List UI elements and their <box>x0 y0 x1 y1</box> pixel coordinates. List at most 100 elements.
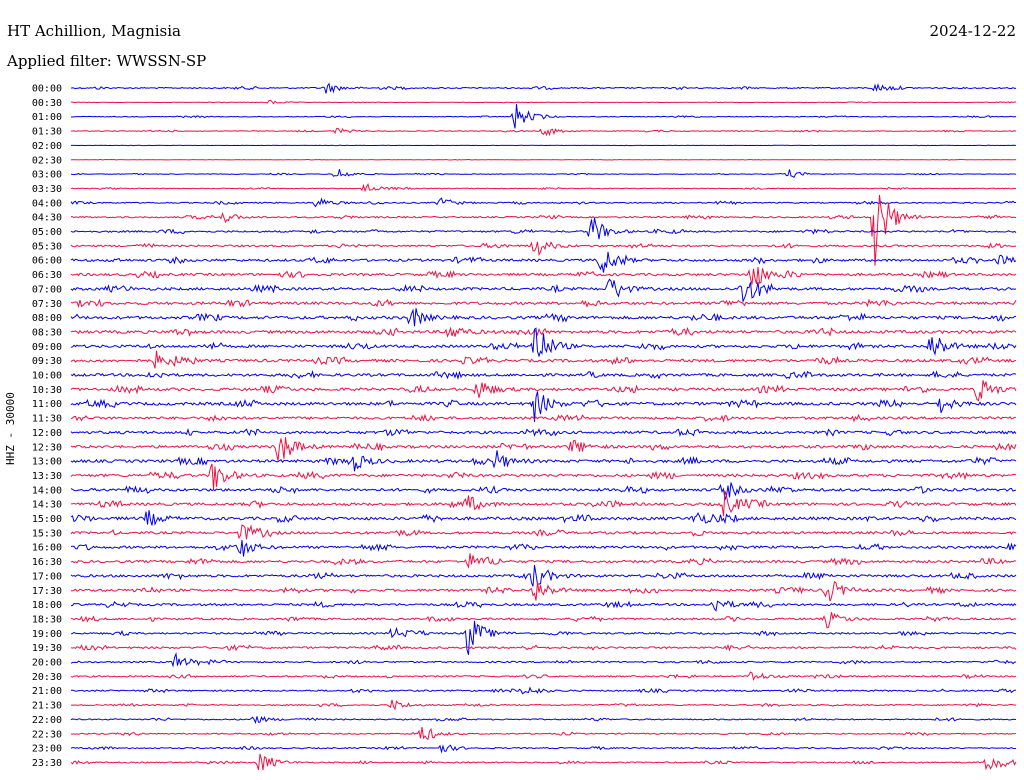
row-time-label: 05:00 <box>32 227 62 238</box>
row-time-label: 10:30 <box>32 385 62 396</box>
row-time-label: 06:00 <box>32 256 62 267</box>
trace-line <box>70 580 1017 602</box>
trace-line <box>70 82 1017 94</box>
row-time-label: 07:00 <box>32 284 62 295</box>
row-time-label: 00:00 <box>32 84 62 95</box>
row-time-label: 15:30 <box>32 528 62 539</box>
trace-line <box>70 620 1017 656</box>
trace-line <box>70 169 1017 179</box>
row-time-label: 08:00 <box>32 313 62 324</box>
row-time-label: 06:30 <box>32 270 62 281</box>
trace-line <box>70 671 1017 682</box>
row-time-label: 21:00 <box>32 686 62 697</box>
row-time-label: 01:30 <box>32 127 62 138</box>
row-time-label: 18:30 <box>32 614 62 625</box>
row-time-label: 18:00 <box>32 600 62 611</box>
trace-line <box>70 267 1017 285</box>
trace-line <box>70 380 1017 402</box>
row-time-label: 13:00 <box>32 457 62 468</box>
trace-line <box>70 564 1017 587</box>
trace-line <box>70 715 1017 724</box>
trace-line <box>70 350 1017 369</box>
trace-line <box>70 369 1017 381</box>
row-time-label: 02:00 <box>32 141 62 152</box>
trace-line <box>70 644 1017 652</box>
trace-line <box>70 553 1017 569</box>
row-time-label: 17:00 <box>32 571 62 582</box>
trace-line <box>70 753 1017 771</box>
row-time-label: 20:30 <box>32 672 62 683</box>
trace-line <box>70 99 1017 105</box>
trace-line <box>70 104 1017 129</box>
row-time-label: 19:30 <box>32 643 62 654</box>
row-time-label: 22:00 <box>32 715 62 726</box>
row-time-label: 21:30 <box>32 701 62 712</box>
trace-line <box>70 482 1017 501</box>
row-time-label: 09:30 <box>32 356 62 367</box>
trace-line <box>70 182 1017 193</box>
trace-line <box>70 686 1017 695</box>
row-time-label: 20:00 <box>32 658 62 669</box>
row-time-label: 09:00 <box>32 342 62 353</box>
time-tick-labels: 00:00 00:30 01:00 01:30 02:00 02:30 03:00 03:30… <box>32 84 62 769</box>
row-time-label: 07:30 <box>32 299 62 310</box>
trace-line <box>70 197 1017 208</box>
row-time-label: 16:30 <box>32 557 62 568</box>
trace-line <box>70 524 1017 540</box>
row-time-label: 03:00 <box>32 170 62 181</box>
trace-line <box>70 437 1017 461</box>
trace-line <box>70 699 1017 711</box>
trace-line <box>70 217 1017 240</box>
row-time-label: 02:30 <box>32 155 62 166</box>
trace-line <box>70 651 1017 668</box>
station-title: HT Achillion, Magnisia <box>7 22 181 40</box>
trace-line <box>70 308 1017 327</box>
row-time-label: 16:00 <box>32 543 62 554</box>
trace-line <box>70 278 1017 304</box>
trace-line <box>70 144 1017 147</box>
filter-label: Applied filter: WWSSN-SP <box>7 52 207 70</box>
row-time-label: 19:00 <box>32 629 62 640</box>
trace-line <box>70 727 1017 741</box>
row-time-label: 05:30 <box>32 241 62 252</box>
trace-line <box>70 194 1017 266</box>
row-time-label: 04:30 <box>32 213 62 224</box>
seismic-traces <box>70 82 1017 771</box>
row-time-label: 17:30 <box>32 586 62 597</box>
row-time-label: 12:30 <box>32 442 62 453</box>
row-time-label: 23:00 <box>32 744 62 755</box>
trace-line <box>70 450 1017 472</box>
trace-line <box>70 127 1017 137</box>
trace-line <box>70 427 1017 437</box>
trace-line <box>70 327 1017 358</box>
trace-line <box>70 612 1017 629</box>
row-time-label: 15:00 <box>32 514 62 525</box>
trace-line <box>70 744 1017 754</box>
row-time-label: 12:00 <box>32 428 62 439</box>
row-time-label: 23:30 <box>32 758 62 769</box>
trace-line <box>70 510 1017 526</box>
row-time-label: 00:30 <box>32 98 62 109</box>
row-time-label: 22:30 <box>32 729 62 740</box>
row-time-label: 14:00 <box>32 485 62 496</box>
date-label: 2024-12-22 <box>929 22 1016 40</box>
row-time-label: 10:00 <box>32 371 62 382</box>
trace-line <box>70 391 1017 422</box>
trace-line <box>70 241 1017 257</box>
trace-line <box>70 326 1017 338</box>
trace-line <box>70 413 1017 423</box>
trace-line <box>70 600 1017 612</box>
row-time-label: 13:30 <box>32 471 62 482</box>
row-time-label: 08:30 <box>32 327 62 338</box>
row-time-label: 01:00 <box>32 112 62 123</box>
trace-line <box>70 540 1017 557</box>
trace-line <box>70 490 1017 517</box>
row-time-label: 14:30 <box>32 500 62 511</box>
trace-line <box>70 463 1017 490</box>
row-time-label: 11:30 <box>32 414 62 425</box>
row-time-label: 04:00 <box>32 198 62 209</box>
row-time-label: 03:30 <box>32 184 62 195</box>
trace-line <box>70 251 1017 273</box>
trace-line <box>70 158 1017 161</box>
